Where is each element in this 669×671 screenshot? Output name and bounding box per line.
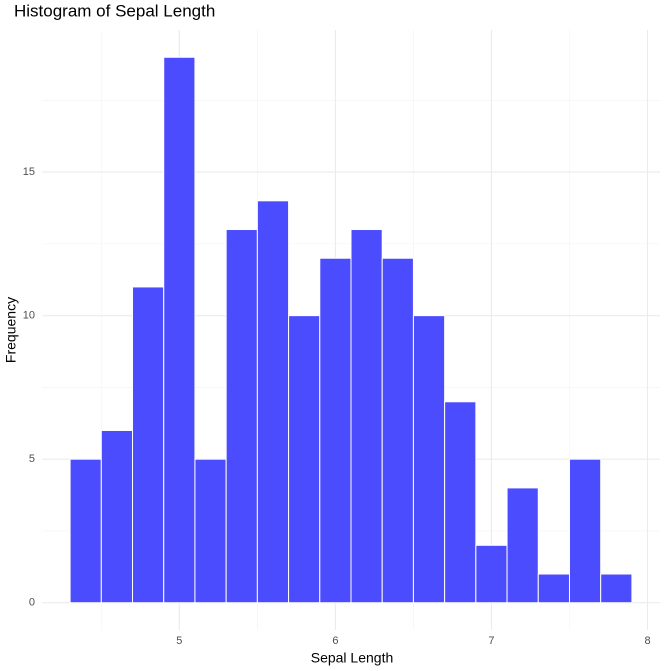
bar xyxy=(537,573,570,604)
bar xyxy=(288,315,321,604)
bar xyxy=(100,429,134,604)
y-axis-title: Frequency xyxy=(3,297,19,363)
bar xyxy=(475,544,508,604)
chart-title: Histogram of Sepal Length xyxy=(14,1,215,20)
bar xyxy=(506,487,539,604)
bar xyxy=(568,458,602,604)
y-tick-label: 10 xyxy=(23,310,35,322)
x-tick-label: 5 xyxy=(176,635,182,647)
bar xyxy=(350,229,383,604)
bar xyxy=(132,286,165,604)
x-tick-label: 6 xyxy=(332,635,338,647)
bar xyxy=(225,229,258,604)
x-tick-label: 8 xyxy=(644,635,650,647)
y-tick-label: 5 xyxy=(29,453,35,465)
y-tick-label: 15 xyxy=(23,166,35,178)
y-tick-label: 0 xyxy=(29,597,35,609)
x-tick-label: 7 xyxy=(488,635,494,647)
bar xyxy=(319,257,352,604)
bar xyxy=(163,56,196,604)
bar xyxy=(256,200,290,604)
bar xyxy=(69,458,102,604)
bar xyxy=(194,458,227,604)
bar xyxy=(444,401,477,604)
bar xyxy=(381,257,414,604)
bar xyxy=(412,315,446,604)
x-axis-title: Sepal Length xyxy=(311,650,394,666)
bar xyxy=(600,573,633,604)
